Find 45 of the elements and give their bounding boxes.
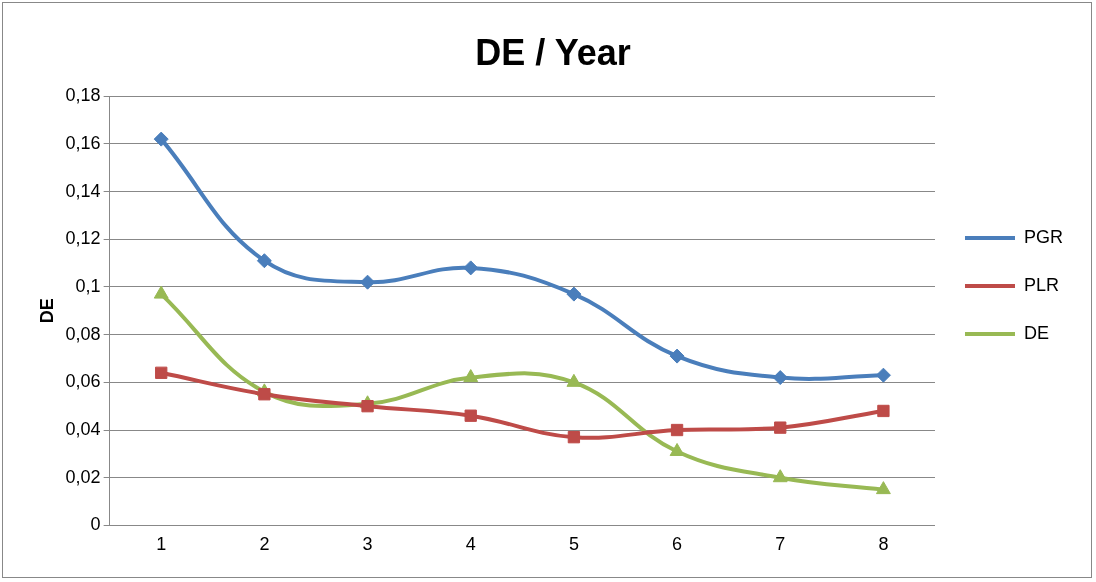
- legend-label: PLR: [1023, 274, 1060, 295]
- y-tick-label: 0,02: [65, 466, 101, 487]
- point: [567, 431, 581, 444]
- legend-label: PGR: [1023, 226, 1064, 247]
- y-tick-label: 0,14: [65, 180, 101, 201]
- x-tick-label: 8: [878, 534, 889, 555]
- point: [670, 423, 684, 437]
- y-tick-label: 0,12: [65, 228, 101, 249]
- point: [772, 370, 788, 386]
- point: [875, 481, 891, 495]
- point: [463, 369, 479, 383]
- point: [360, 274, 376, 290]
- point: [772, 469, 788, 483]
- point: [877, 404, 890, 418]
- point: [464, 409, 477, 422]
- y-axis-title: DE: [36, 298, 57, 324]
- point: [875, 367, 891, 383]
- y-tick-label: 0,04: [65, 418, 101, 439]
- x-tick-label: 2: [259, 534, 270, 555]
- point: [774, 421, 787, 434]
- y-tick-label: 0,08: [65, 323, 101, 344]
- point: [566, 373, 582, 387]
- y-tick-label: 0,18: [65, 85, 101, 106]
- x-tick-label: 6: [672, 534, 683, 555]
- point: [258, 388, 271, 401]
- x-tick-label: 7: [775, 534, 786, 555]
- y-tick-label: 0,1: [75, 275, 101, 296]
- point: [153, 131, 169, 147]
- point: [669, 348, 685, 364]
- point: [155, 366, 168, 379]
- x-tick-label: 4: [465, 534, 476, 555]
- point: [256, 253, 272, 269]
- x-tick-label: 5: [568, 534, 579, 555]
- point: [361, 400, 374, 413]
- legend-label: DE: [1023, 322, 1050, 343]
- y-tick-label: 0,16: [65, 132, 101, 153]
- point: [463, 260, 479, 276]
- point: [566, 286, 582, 302]
- y-tick-label: 0: [90, 514, 101, 535]
- y-tick-label: 0,06: [65, 371, 101, 392]
- chart-title: DE / Year: [475, 31, 631, 73]
- x-tick-label: 1: [156, 534, 167, 555]
- x-tick-label: 3: [362, 534, 373, 555]
- point: [669, 442, 685, 456]
- point: [153, 285, 169, 299]
